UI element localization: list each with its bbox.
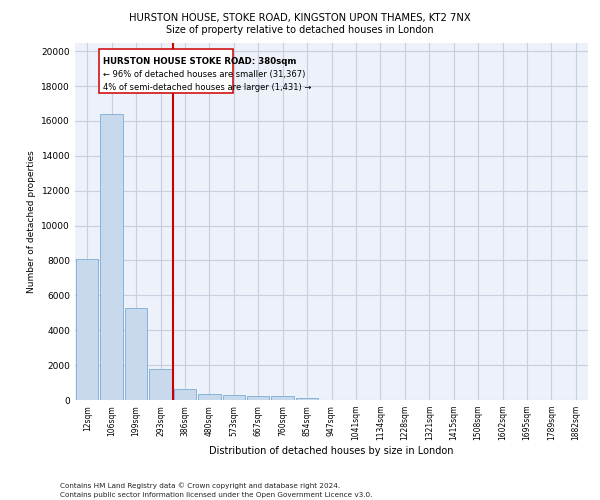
Bar — [198, 394, 221, 400]
Text: Contains HM Land Registry data © Crown copyright and database right 2024.: Contains HM Land Registry data © Crown c… — [60, 482, 340, 489]
FancyBboxPatch shape — [99, 50, 233, 93]
Text: Size of property relative to detached houses in London: Size of property relative to detached ho… — [166, 25, 434, 35]
Text: ← 96% of detached houses are smaller (31,367): ← 96% of detached houses are smaller (31… — [103, 70, 305, 79]
Text: HURSTON HOUSE, STOKE ROAD, KINGSTON UPON THAMES, KT2 7NX: HURSTON HOUSE, STOKE ROAD, KINGSTON UPON… — [129, 12, 471, 22]
Text: 4% of semi-detached houses are larger (1,431) →: 4% of semi-detached houses are larger (1… — [103, 83, 311, 92]
X-axis label: Distribution of detached houses by size in London: Distribution of detached houses by size … — [209, 446, 454, 456]
Bar — [223, 395, 245, 400]
Text: Contains public sector information licensed under the Open Government Licence v3: Contains public sector information licen… — [60, 492, 373, 498]
Bar — [296, 398, 319, 400]
Bar — [100, 114, 123, 400]
Bar — [125, 308, 148, 400]
Y-axis label: Number of detached properties: Number of detached properties — [27, 150, 36, 292]
Bar — [149, 370, 172, 400]
Bar — [271, 396, 294, 400]
Bar — [76, 258, 98, 400]
Bar — [173, 388, 196, 400]
Bar — [247, 396, 269, 400]
Text: HURSTON HOUSE STOKE ROAD: 380sqm: HURSTON HOUSE STOKE ROAD: 380sqm — [103, 57, 296, 66]
